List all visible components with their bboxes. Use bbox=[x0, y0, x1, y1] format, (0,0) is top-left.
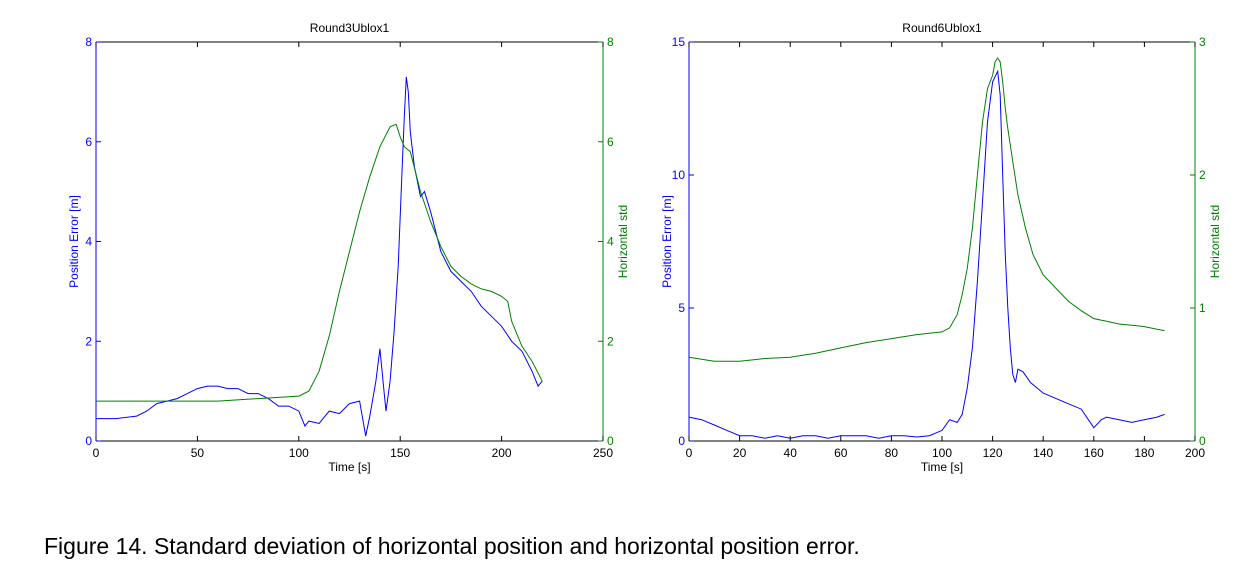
y2-tick-label: 4 bbox=[607, 235, 614, 249]
y-tick-label: 6 bbox=[85, 135, 92, 149]
y-tick-label: 0 bbox=[678, 434, 685, 448]
series-line-error bbox=[688, 69, 1165, 439]
y2-tick-label: 2 bbox=[607, 334, 614, 348]
y-tick-label: 2 bbox=[85, 334, 92, 348]
y-tick-label: 15 bbox=[672, 35, 686, 49]
x-tick-label: 20 bbox=[733, 446, 747, 460]
x-axis-label: Time [s] bbox=[328, 460, 370, 474]
x-tick-label: 0 bbox=[93, 446, 100, 460]
x-tick-label: 80 bbox=[885, 446, 899, 460]
x-tick-label: 150 bbox=[390, 446, 410, 460]
figure: 0 50 100 150 200 2500246802468Round3Ublox1Tim… bbox=[67, 21, 1222, 474]
x-tick-label: 60 bbox=[834, 446, 848, 460]
x-tick-label: 100 bbox=[932, 446, 952, 460]
x-tick-label: 40 bbox=[784, 446, 798, 460]
series-line-std bbox=[96, 123, 543, 402]
x-tick-label: 160 bbox=[1084, 446, 1104, 460]
y-axis-label: Position Error [m] bbox=[660, 195, 674, 288]
x-tick-label: 200 bbox=[1185, 446, 1205, 460]
y2-tick-label: 0 bbox=[607, 434, 614, 448]
y2-tick-label: 8 bbox=[607, 35, 614, 49]
chart-2: 0 20 40 60 80 100 120 140 160 180 2000510150123Rou… bbox=[660, 21, 1222, 474]
plot-area bbox=[96, 42, 603, 441]
y-tick-label: 10 bbox=[672, 168, 686, 182]
y2-tick-label: 3 bbox=[1199, 35, 1206, 49]
y2-axis-label: Horizontal std bbox=[1208, 205, 1222, 278]
x-tick-label: 200 bbox=[492, 446, 512, 460]
y2-axis-label: Horizontal std bbox=[616, 205, 630, 278]
series-line-std bbox=[688, 57, 1165, 362]
chart-title: Round3Ublox1 bbox=[310, 21, 390, 35]
y-tick-label: 8 bbox=[85, 35, 92, 49]
y-axis-label: Position Error [m] bbox=[67, 195, 81, 288]
series-line-error bbox=[96, 76, 543, 437]
y-tick-label: 0 bbox=[85, 434, 92, 448]
x-tick-label: 180 bbox=[1134, 446, 1154, 460]
x-axis-label: Time [s] bbox=[921, 460, 963, 474]
y2-tick-label: 6 bbox=[607, 135, 614, 149]
figure-caption: Figure 14. Standard deviation of horizon… bbox=[44, 533, 860, 559]
y-tick-label: 4 bbox=[85, 235, 92, 249]
x-tick-label: 50 bbox=[191, 446, 205, 460]
x-tick-label: 250 bbox=[593, 446, 613, 460]
x-tick-label: 140 bbox=[1033, 446, 1053, 460]
y2-tick-label: 0 bbox=[1199, 434, 1206, 448]
x-tick-label: 120 bbox=[983, 446, 1003, 460]
plot-area bbox=[689, 42, 1195, 441]
chart-title: Round6Ublox1 bbox=[902, 21, 982, 35]
x-tick-label: 100 bbox=[289, 446, 309, 460]
y2-tick-label: 2 bbox=[1199, 168, 1206, 182]
chart-1: 0 50 100 150 200 2500246802468Round3Ublox1Tim… bbox=[67, 21, 630, 474]
y-tick-label: 5 bbox=[678, 301, 685, 315]
y2-tick-label: 1 bbox=[1199, 301, 1206, 315]
x-tick-label: 0 bbox=[686, 446, 693, 460]
